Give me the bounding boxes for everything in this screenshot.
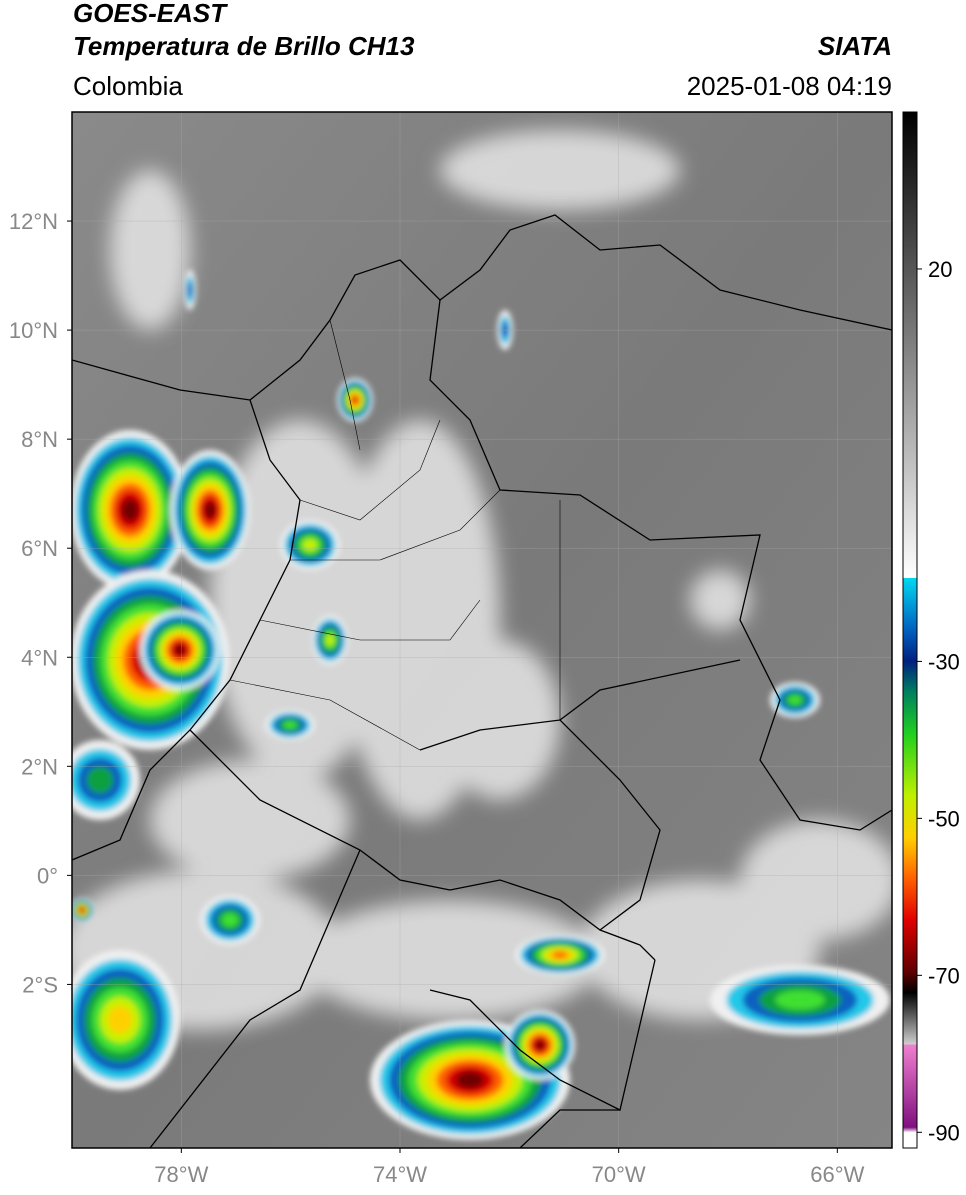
x-tick-label: 70°W xyxy=(592,1162,646,1187)
subtitle: Temperatura de Brillo CH13 xyxy=(73,31,415,61)
y-tick-label: 0° xyxy=(37,863,58,888)
y-tick-label: 4°N xyxy=(21,645,58,670)
datetime: 2025-01-08 04:19 xyxy=(687,71,892,101)
colorbar-label: -70 xyxy=(928,963,960,988)
title: GOES-EAST xyxy=(73,0,228,28)
x-tick-label: 66°W xyxy=(810,1162,864,1187)
y-tick-label: 2°N xyxy=(21,754,58,779)
x-tick-label: 78°W xyxy=(154,1162,208,1187)
colorbar xyxy=(902,111,918,1149)
y-tick-label: 2°S xyxy=(22,972,58,997)
colorbar-label: -50 xyxy=(928,806,960,831)
colorbar-label: -30 xyxy=(928,649,960,674)
region: Colombia xyxy=(73,71,183,101)
colorbar-label: 20 xyxy=(928,257,952,282)
y-tick-label: 10°N xyxy=(9,318,58,343)
colorbar-label: -90 xyxy=(928,1120,960,1145)
map-frame xyxy=(71,111,893,1149)
y-tick-label: 8°N xyxy=(21,427,58,452)
y-tick-label: 6°N xyxy=(21,536,58,561)
y-tick-label: 12°N xyxy=(9,209,58,234)
map-image xyxy=(72,112,892,1148)
x-tick-label: 74°W xyxy=(373,1162,427,1187)
source: SIATA xyxy=(818,31,892,61)
